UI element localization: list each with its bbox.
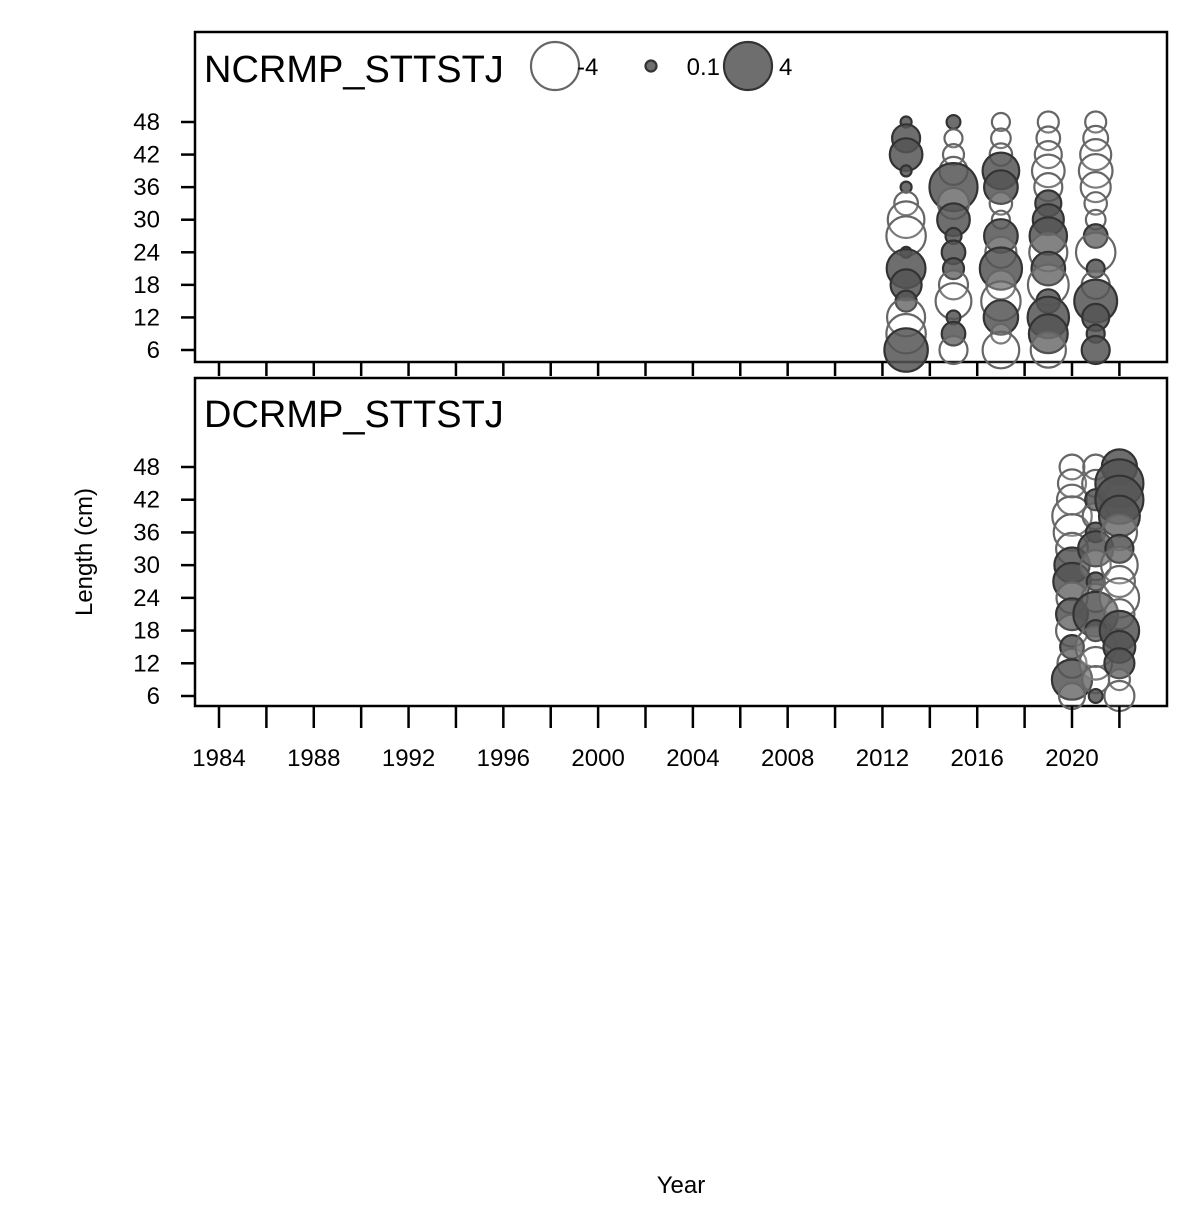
bubble-point: [883, 327, 929, 373]
bubble-point: [1083, 191, 1108, 216]
x-tick-label: 2016: [951, 745, 1004, 772]
x-tick-label: 1988: [287, 745, 340, 772]
bubble-point: [1104, 533, 1135, 564]
x-tick-label: 2004: [666, 745, 719, 772]
y-tick-label: 48: [133, 454, 160, 481]
bubble-point: [886, 200, 926, 240]
y-axis-title: Length (cm): [71, 488, 98, 616]
legend-bubble: [644, 59, 658, 73]
bubble-point: [1077, 152, 1114, 189]
y-tick-label: 36: [133, 174, 160, 201]
x-tick-label: 2000: [571, 745, 624, 772]
panel-bubbles: [1050, 448, 1145, 713]
bubble-point: [937, 269, 970, 301]
panel-frames: [193, 30, 1169, 708]
bubble-point: [1030, 153, 1066, 189]
y-tick-label: 30: [133, 552, 160, 579]
bubble-point: [940, 320, 967, 347]
y-tick-label: 24: [133, 585, 160, 612]
panel-bubbles: [883, 110, 1119, 373]
y-tick-label: 18: [133, 272, 160, 299]
bubble-point: [1087, 687, 1104, 704]
legend: -4 0.1 4: [529, 40, 792, 92]
bubble-point: [938, 334, 969, 366]
bubble-point: [1102, 564, 1137, 599]
y-tick-label: 12: [133, 304, 160, 331]
y-tick-label: 36: [133, 519, 160, 546]
legend-label: 4: [779, 54, 792, 81]
bubble-point: [990, 127, 1012, 150]
panel-frame: [193, 30, 1169, 364]
x-axis-layer: 1984 1988 1992 1996 2000 2004 2008 2012 2016 2020: [192, 362, 1121, 772]
bubble-point: [1080, 334, 1111, 366]
x-tick-label: 2008: [761, 745, 814, 772]
y-tick-label: 6: [147, 683, 160, 710]
y-tick-label: 24: [133, 239, 160, 266]
bubble-point: [1085, 258, 1106, 279]
bubble-point: [1107, 667, 1132, 692]
x-tick-label: 2012: [856, 745, 909, 772]
bubbles-layer: [883, 110, 1145, 713]
y-tick-label: 48: [133, 109, 160, 136]
bubble-point: [1027, 313, 1069, 355]
bubble-point: [982, 299, 1020, 336]
x-tick-label: 1996: [477, 745, 530, 772]
legend-label: -4: [577, 54, 598, 81]
bubble-point: [1057, 681, 1087, 711]
bubble-point: [1030, 250, 1067, 287]
y-tick-label: 6: [147, 337, 160, 364]
bubble-point: [899, 164, 913, 178]
y-axes-layer: 6 12 18 24 30 36 42 48 6 12 18 24 30 36 42 48: [133, 109, 195, 710]
panel-title-dcrmp: DCRMP_STTSTJ: [204, 394, 504, 436]
panel-title-ncrmp: NCRMP_STTSTJ: [204, 49, 504, 91]
bubble-point: [893, 190, 919, 217]
x-tick-label: 2020: [1045, 745, 1098, 772]
bubble-point: [988, 191, 1014, 216]
bubble-point: [981, 330, 1021, 370]
y-tick-label: 12: [133, 650, 160, 677]
bubble-point: [1051, 495, 1093, 537]
panel-frame: [193, 376, 1169, 708]
bubble-point: [990, 111, 1012, 133]
x-axis-title: Year: [657, 1172, 706, 1199]
bubble-point: [1029, 331, 1068, 369]
x-tick-label: 1992: [382, 745, 435, 772]
legend-label: 0.1: [687, 54, 720, 81]
bubble-point: [943, 128, 964, 149]
y-tick-label: 42: [133, 142, 160, 169]
bubble-point: [941, 257, 966, 281]
y-tick-label: 42: [133, 487, 160, 514]
bubble-point: [945, 113, 962, 130]
x-tick-label: 1984: [192, 745, 245, 772]
y-tick-label: 30: [133, 207, 160, 234]
bubble-point: [978, 246, 1024, 291]
bubble-point: [1035, 125, 1062, 152]
legend-bubble: [722, 40, 774, 92]
y-tick-label: 18: [133, 618, 160, 645]
legend-bubble: [529, 40, 581, 92]
